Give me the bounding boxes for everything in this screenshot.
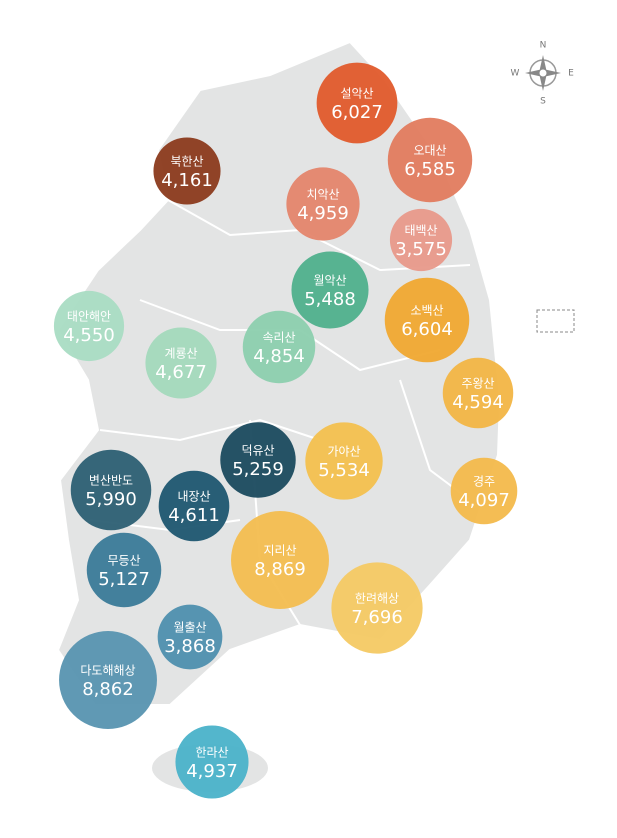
park-bubble [316, 62, 398, 144]
park-bubble [145, 327, 217, 399]
park-bubble [450, 457, 518, 525]
park-bubble [331, 562, 423, 654]
park-bubble [305, 422, 383, 500]
compass-n: N [540, 41, 547, 51]
park-value: 4,677 [155, 362, 207, 383]
park-name: 설악산 [340, 87, 373, 101]
park-name: 지리산 [263, 544, 296, 558]
park-bubble [59, 631, 157, 729]
dokdo-box [536, 309, 575, 333]
park-value: 5,488 [304, 289, 356, 310]
park-name: 북한산 [170, 155, 203, 169]
park-value: 6,604 [401, 319, 453, 340]
park-bubble [70, 449, 152, 531]
park-value: 5,127 [98, 569, 150, 590]
park-value: 3,575 [395, 239, 447, 260]
park-value: 6,585 [404, 159, 456, 180]
park-name: 월악산 [313, 274, 346, 288]
compass-e: E [568, 69, 574, 79]
park-value: 7,696 [351, 607, 403, 628]
park-name: 다도해해상 [80, 664, 135, 678]
park-name: 덕유산 [241, 444, 274, 458]
park-name: 소백산 [410, 304, 443, 318]
park-bubble [53, 290, 125, 362]
compass-s: S [540, 97, 546, 107]
park-bubble [231, 511, 329, 609]
park-name: 한라산 [195, 746, 228, 760]
park-name: 치악산 [306, 188, 339, 202]
park-value: 5,990 [85, 489, 137, 510]
park-value: 4,594 [452, 392, 504, 413]
park-name: 속리산 [262, 331, 295, 345]
park-name: 가야산 [327, 445, 360, 459]
park-bubble [442, 357, 514, 429]
park-value: 4,161 [161, 170, 213, 191]
park-value: 8,869 [254, 559, 306, 580]
park-bubble [220, 422, 296, 498]
park-bubble [389, 208, 453, 272]
park-bubble [86, 532, 162, 608]
park-value: 4,959 [297, 203, 349, 224]
park-value: 8,862 [82, 679, 134, 700]
park-name: 월출산 [173, 621, 206, 635]
park-bubble [153, 137, 221, 205]
park-bubble [286, 167, 360, 241]
park-name: 계룡산 [164, 347, 197, 361]
park-name: 오대산 [413, 144, 446, 158]
park-bubble [242, 310, 316, 384]
park-bubble [175, 725, 249, 799]
park-bubble [157, 604, 223, 670]
park-name: 내장산 [177, 490, 210, 504]
park-value: 3,868 [164, 636, 216, 657]
park-bubble [384, 277, 470, 363]
park-bubble [158, 470, 230, 542]
park-value: 4,550 [63, 325, 115, 346]
compass-w: W [511, 69, 520, 79]
park-name: 한려해상 [355, 592, 399, 606]
park-bubble [291, 251, 369, 329]
park-value: 4,854 [253, 346, 305, 367]
park-value: 4,611 [168, 505, 220, 526]
park-name: 태안해안 [67, 310, 111, 324]
park-name: 무등산 [107, 554, 140, 568]
park-value: 5,259 [232, 459, 284, 480]
park-name: 주왕산 [461, 377, 494, 391]
park-value: 4,937 [186, 761, 238, 782]
park-bubble [387, 117, 473, 203]
park-name: 태백산 [404, 224, 437, 238]
park-value: 4,097 [458, 490, 510, 511]
park-name: 변산반도 [89, 474, 133, 488]
park-value: 5,534 [318, 460, 370, 481]
park-name: 경주 [473, 475, 495, 489]
park-value: 6,027 [331, 102, 383, 123]
compass: N E S W [511, 41, 575, 107]
